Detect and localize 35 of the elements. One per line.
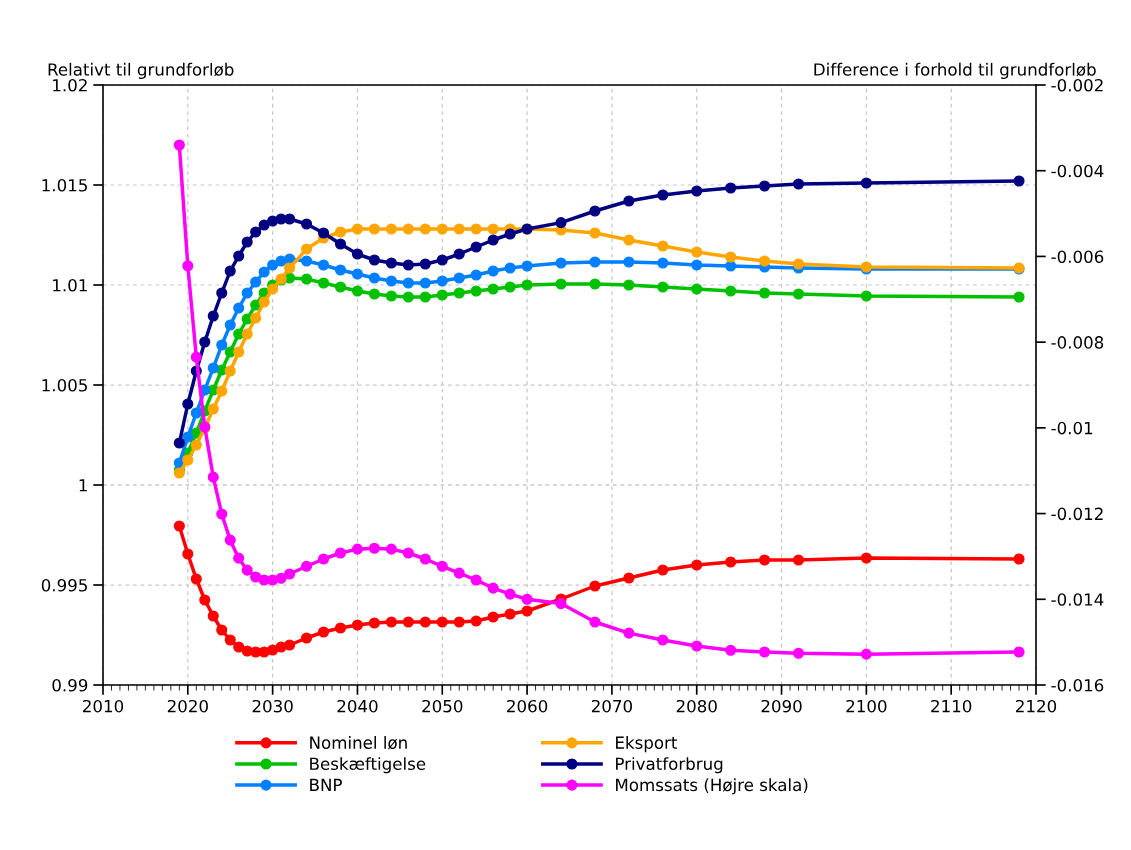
legend-label: Beskæftigelse (310, 757, 426, 774)
x-tick-label: 2050 (422, 699, 463, 713)
x-tick-label: 2060 (507, 699, 548, 713)
x-tick-label: 2090 (761, 699, 802, 713)
x-tick-label: 2010 (83, 699, 124, 713)
y-tick-label: 1.01 (53, 278, 87, 292)
y2-tick-label: -0.01 (1051, 421, 1093, 435)
legend-label: BNP (310, 778, 342, 791)
y2-axis-title: Difference i forhold til grundforløb (814, 62, 1096, 79)
y2-tick-label: -0.008 (1051, 336, 1104, 349)
y2-tick-label: -0.012 (1051, 507, 1103, 521)
y2-tick-label: -0.002 (1051, 78, 1103, 92)
y-tick-label: 0.99 (52, 678, 88, 692)
legend-label: Nominel løn (310, 736, 407, 750)
y-tick-label: 1 (79, 479, 87, 492)
x-tick-label: 2120 (1016, 699, 1057, 713)
y2-tick-label: -0.004 (1051, 164, 1104, 178)
x-tick-label: 2020 (167, 699, 208, 713)
legend-label: Eksport (616, 736, 678, 753)
x-tick-label: 2110 (931, 699, 972, 713)
y-tick-label: 0.995 (41, 578, 87, 592)
x-tick-label: 2100 (846, 699, 887, 713)
y2-tick-label: -0.016 (1051, 678, 1104, 692)
y-tick-label: 1.015 (42, 178, 87, 192)
y-tick-label: 1.02 (53, 78, 87, 92)
y2-tick-label: -0.006 (1051, 250, 1104, 263)
legend-label: Momssats (Højre skala) (616, 778, 808, 795)
x-tick-label: 2030 (252, 699, 293, 713)
y2-tick-label: -0.014 (1051, 593, 1104, 606)
y-tick-label: 1.005 (42, 378, 87, 392)
x-tick-label: 2040 (337, 699, 378, 713)
x-tick-label: 2080 (676, 699, 717, 713)
legend-label: Privatforbrug (616, 757, 723, 774)
x-tick-label: 2070 (591, 699, 633, 713)
y-axis-title: Relativt til grundforløb (48, 62, 234, 79)
